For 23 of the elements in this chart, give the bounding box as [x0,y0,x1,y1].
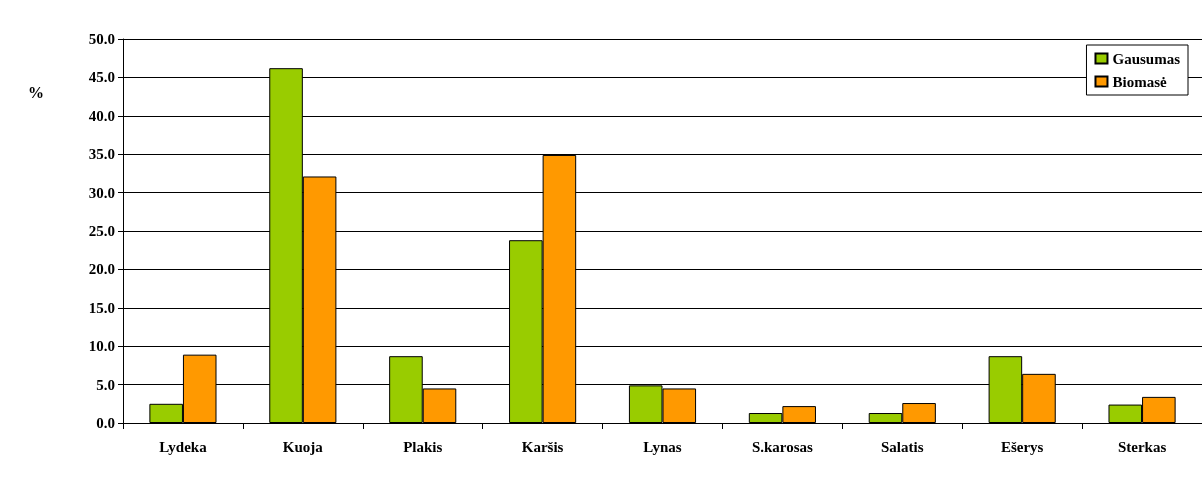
x-tick-label: Salatis [881,438,924,455]
y-tick-label: 35.0 [88,146,115,163]
y-tick-label: 5.0 [96,376,115,393]
y-tick-label: 20.0 [88,261,115,278]
y-tick-label: 30.0 [88,184,115,201]
x-tick-label: Ešerys [1000,438,1044,455]
x-tick-label: Lydeka [159,438,208,455]
y-tick-label: 40.0 [88,107,115,124]
legend-label: Biomasė [1112,73,1167,90]
x-tick-label: Lynas [643,438,682,455]
x-tick-label: Karšis [521,438,564,455]
y-tick-label: 50.0 [88,31,115,47]
x-tick-label: Plakis [403,438,443,455]
legend-label: Gausumas [1112,50,1181,67]
y-tick-label: 25.0 [88,223,115,239]
x-tick-label: Sterkas [1117,438,1167,455]
y-tick-label: 15.0 [88,299,115,316]
x-tick-label: S.karosas [751,438,814,455]
y-axis-title: % [28,83,44,101]
y-tick-label: 45.0 [88,69,115,86]
y-tick-label: 10.0 [88,338,115,355]
x-tick-label: Kuoja [282,438,324,455]
y-tick-label: 0.0 [96,415,115,431]
